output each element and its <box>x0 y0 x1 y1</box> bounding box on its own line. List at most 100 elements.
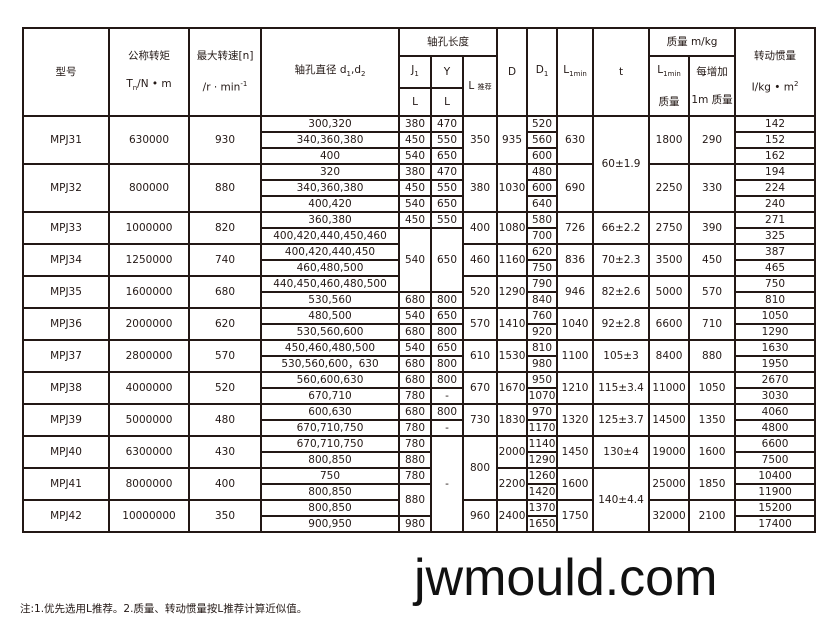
table-cell: 880 <box>188 163 262 213</box>
table-cell: 1250000 <box>108 243 190 277</box>
table-row: 800,850 880 1420 11900 <box>23 483 817 517</box>
table-cell: 162 <box>734 147 817 165</box>
table-cell: 7500 <box>734 451 817 469</box>
table-cell: 1320 <box>556 403 595 437</box>
table-cell: 730 <box>461 403 499 437</box>
table-cell: 2000 <box>496 435 529 469</box>
table-cell: 630000 <box>108 115 190 165</box>
table-cell: 540 <box>398 307 432 325</box>
table-cell: 6600 <box>734 435 817 453</box>
table-cell: 25000 <box>648 467 691 501</box>
table-cell: MPJ42 <box>22 499 110 533</box>
table-cell: 194 <box>734 163 817 181</box>
table-cell: 17400 <box>734 515 817 533</box>
table-cell: 450 <box>398 131 432 149</box>
table-cell: 800 <box>430 323 464 341</box>
table-cell: 670,710,750 <box>260 419 400 437</box>
table-row: 670,710 780- 1070 3030 <box>23 387 817 405</box>
table-cell: 580 <box>526 211 559 229</box>
table-cell: 1290 <box>496 275 529 309</box>
table-cell: 530,560,600，630 <box>260 355 400 373</box>
header-speed: 最大转速[n]/r · min-1 <box>188 27 262 117</box>
table-cell: 935 <box>496 115 529 165</box>
table-cell: 19000 <box>648 435 691 469</box>
table-cell: 14500 <box>648 403 691 437</box>
table-cell: 1290 <box>734 323 817 341</box>
table-cell: 1600000 <box>108 275 190 309</box>
table-row: 400,420 540 650 640 240 <box>23 195 817 213</box>
table-cell: 470 <box>430 115 464 133</box>
header-t: t <box>592 27 651 117</box>
table-cell: 440,450,460,480,500 <box>260 275 400 293</box>
table-cell: 2250 <box>648 163 691 213</box>
table-row: 900,950 980 1650 17400 <box>23 515 817 533</box>
table-cell: 1350 <box>688 403 737 437</box>
table-cell: 820 <box>188 211 262 245</box>
table-cell: - <box>430 435 464 533</box>
table-cell: 3500 <box>648 243 691 277</box>
table-cell: 670,710,750 <box>260 435 400 453</box>
table-cell: - <box>430 387 464 405</box>
table-cell: 620 <box>526 243 559 261</box>
table-cell: 240 <box>734 195 817 213</box>
table-cell: 1140 <box>526 435 559 453</box>
table-cell: 810 <box>734 291 817 309</box>
table-cell: 2000000 <box>108 307 190 341</box>
table-cell: 82±2.6 <box>592 275 651 309</box>
header-J1: J1 <box>398 55 432 89</box>
table-cell: 800 <box>430 371 464 389</box>
table-cell: 930 <box>188 115 262 165</box>
table-cell: 960 <box>461 499 499 533</box>
table-cell: 340,360,380 <box>260 179 400 197</box>
table-cell: 290 <box>688 115 737 165</box>
table-cell: 680 <box>398 403 432 421</box>
table-cell: 387 <box>734 243 817 261</box>
table-cell: 530,560 <box>260 291 400 309</box>
table-cell: 1830 <box>496 403 529 437</box>
table-cell: 465 <box>734 259 817 277</box>
table-cell: 2800000 <box>108 339 190 373</box>
table-cell: 1370 <box>526 499 559 517</box>
header-bore-length: 轴孔长度 <box>397 27 499 57</box>
table-cell: 530,560,600 <box>260 323 400 341</box>
table-cell: 400,420,440,450,460 <box>260 227 400 245</box>
table-cell: 11000 <box>648 371 691 405</box>
table-cell: 650 <box>430 147 464 165</box>
table-cell: 1950 <box>734 355 817 373</box>
table-cell: 610 <box>461 339 499 373</box>
table-cell: 115±3.4 <box>592 371 651 405</box>
table-cell: 1210 <box>556 371 595 405</box>
header-inertia: 转动惯量 I/kg • m2 <box>734 27 817 117</box>
table-cell: MPJ41 <box>22 467 110 501</box>
table-row: MPJ41 8000000 400 750 780 2200 1260 1600 140±4.4… <box>22 467 817 533</box>
table-cell: 780 <box>398 435 432 453</box>
table-row: 400 540 650 600 162 <box>23 147 817 165</box>
table-row: MPJ40 6300000 430 670,710,750 780-800 2000 114… <box>22 435 817 533</box>
table-cell: 1170 <box>526 419 559 437</box>
table-cell: 680 <box>398 371 432 389</box>
table-cell: 650 <box>430 195 464 213</box>
table-cell: 680 <box>188 275 262 309</box>
table-cell: 460 <box>461 243 499 277</box>
table-cell: 570 <box>461 307 499 341</box>
table-cell: 630 <box>556 115 595 165</box>
table-cell: 550 <box>430 211 464 229</box>
table-cell: 60±1.9 <box>592 115 651 213</box>
table-cell: 10400 <box>734 467 817 485</box>
table-cell: 380 <box>398 115 432 133</box>
table-cell: 400,420,440,450 <box>260 243 400 261</box>
table-cell: 130±4 <box>592 435 651 469</box>
table-cell: 11900 <box>734 483 817 501</box>
table-cell: 480 <box>188 403 262 437</box>
table-cell: MPJ32 <box>22 163 110 213</box>
table-cell: 1600 <box>556 467 595 501</box>
table-cell: 380 <box>461 163 499 213</box>
table-cell: 325 <box>734 227 817 245</box>
table-cell: 800,850 <box>260 499 400 517</box>
table-cell: 140±4.4 <box>592 467 651 533</box>
table-cell: 800,850 <box>260 451 400 469</box>
table-cell: 880 <box>398 483 432 517</box>
table-cell: 1450 <box>556 435 595 469</box>
table-cell: 1750 <box>556 499 595 533</box>
table-cell: 1050 <box>734 307 817 325</box>
